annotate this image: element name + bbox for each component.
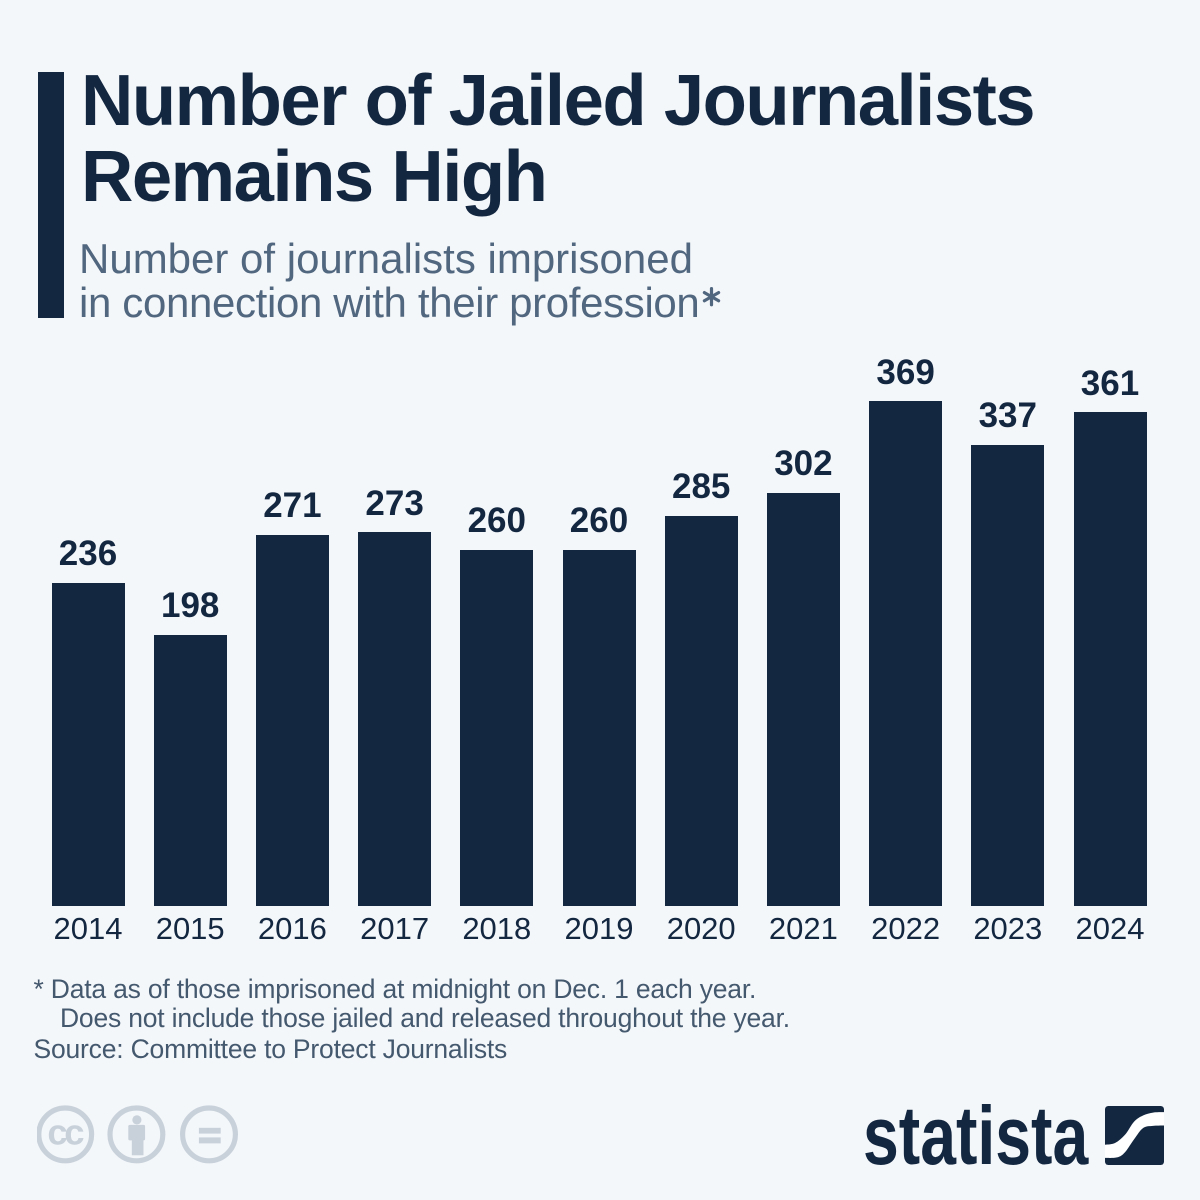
svg-text:cc: cc xyxy=(47,1112,84,1153)
